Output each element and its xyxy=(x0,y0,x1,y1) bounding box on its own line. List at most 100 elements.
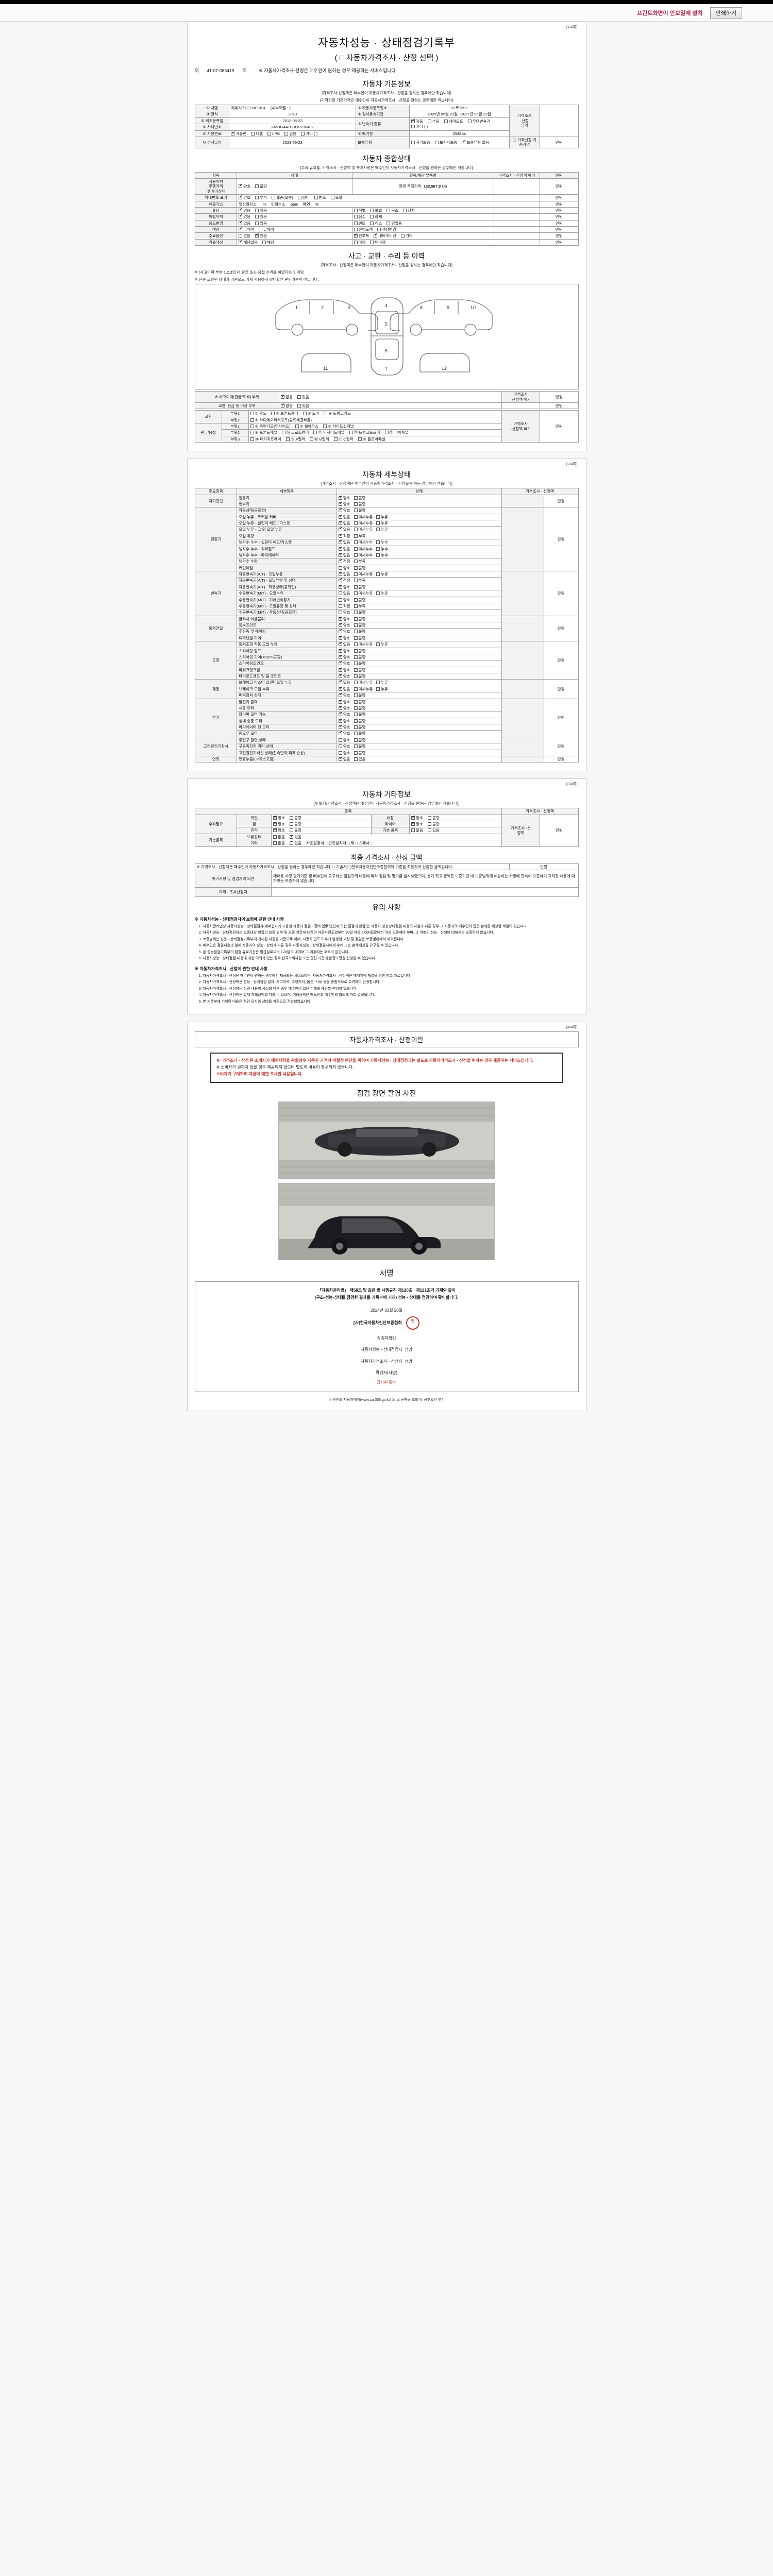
checkbox-icon[interactable] xyxy=(250,437,254,441)
checkbox-icon[interactable] xyxy=(338,724,342,729)
detail-option[interactable]: 불량 xyxy=(354,508,365,513)
checkbox-icon[interactable] xyxy=(354,228,358,231)
checkbox-icon[interactable] xyxy=(377,228,381,231)
detail-option[interactable]: 양호 xyxy=(338,584,350,589)
checkbox-icon[interactable] xyxy=(338,533,342,538)
checkbox-icon[interactable] xyxy=(338,571,342,576)
trans-option-3[interactable]: 무단변속기 xyxy=(467,119,490,124)
checkbox-icon[interactable] xyxy=(376,681,380,685)
detail-option[interactable]: 있음 xyxy=(354,757,365,761)
vin-opt-1[interactable]: 부식 xyxy=(255,195,267,200)
detail-option[interactable]: 부족 xyxy=(354,578,365,583)
checkbox-icon[interactable] xyxy=(290,841,294,845)
detail-option[interactable]: 누유 xyxy=(376,680,388,685)
checkbox-icon[interactable] xyxy=(338,673,342,678)
detail-option[interactable]: 불량 xyxy=(354,629,365,634)
checkbox-icon[interactable] xyxy=(384,431,389,435)
checkbox-icon[interactable] xyxy=(354,706,358,710)
detail-option[interactable]: 없음 xyxy=(338,686,350,691)
checkbox-icon[interactable] xyxy=(338,711,342,717)
checkbox-icon[interactable] xyxy=(338,751,342,755)
exchange-none[interactable]: 없음 xyxy=(281,403,293,408)
checkbox-icon[interactable] xyxy=(255,208,259,212)
checkbox-icon[interactable] xyxy=(358,437,362,441)
detail-option[interactable]: 적정 xyxy=(338,578,350,583)
option-etc[interactable]: 기타 xyxy=(400,233,413,238)
glass-bad[interactable]: 불량 xyxy=(290,828,301,833)
checkbox-icon[interactable] xyxy=(255,233,259,238)
checkbox-icon[interactable] xyxy=(255,221,259,225)
detail-option[interactable]: 양호 xyxy=(338,711,350,717)
detail-option[interactable]: 없음 xyxy=(338,552,350,557)
checkbox-icon[interactable] xyxy=(314,196,318,200)
checkbox-icon[interactable] xyxy=(411,118,415,124)
detail-option[interactable]: 없음 xyxy=(338,641,350,647)
checkbox-icon[interactable] xyxy=(354,751,358,755)
detail-option[interactable]: 양호 xyxy=(338,705,350,710)
detail-option[interactable]: 불량 xyxy=(354,751,365,755)
checkbox-icon[interactable] xyxy=(411,140,415,144)
tire-bad[interactable]: 불량 xyxy=(428,822,440,826)
option-none[interactable]: 없음 xyxy=(239,233,250,238)
detail-option[interactable]: 불량 xyxy=(354,668,365,672)
checkbox-icon[interactable] xyxy=(338,520,342,525)
checkbox-icon[interactable] xyxy=(354,521,358,525)
checkbox-icon[interactable] xyxy=(338,611,342,615)
checkbox-icon[interactable] xyxy=(354,585,358,589)
checkbox-icon[interactable] xyxy=(239,214,243,219)
detail-option[interactable]: 불량 xyxy=(354,585,365,589)
special-flood[interactable]: 침수 xyxy=(354,214,365,219)
checkbox-icon[interactable] xyxy=(313,431,317,435)
checkbox-icon[interactable] xyxy=(354,655,358,659)
checkbox-icon[interactable] xyxy=(462,140,466,144)
checkbox-icon[interactable] xyxy=(338,629,342,634)
part-crossmember[interactable]: ⑩ 크로스멤버 xyxy=(282,430,309,435)
part-bpillar[interactable]: ⑯ B필러 xyxy=(310,437,329,442)
detail-option[interactable]: 적정 xyxy=(338,558,350,564)
option-yes[interactable]: 있음 xyxy=(255,233,267,238)
checkbox-icon[interactable] xyxy=(251,131,255,135)
detail-option[interactable]: 양호 xyxy=(338,660,350,666)
checkbox-icon[interactable] xyxy=(338,546,342,551)
checkbox-icon[interactable] xyxy=(239,195,243,200)
checkbox-icon[interactable] xyxy=(273,815,277,820)
vin-opt-4[interactable]: 변조 xyxy=(314,195,326,200)
recall-yes[interactable]: 해당 xyxy=(262,240,274,245)
detail-option[interactable]: 양호 xyxy=(338,718,350,723)
recall-na[interactable]: 해당없음 xyxy=(239,240,258,245)
ext-bad[interactable]: 불량 xyxy=(290,816,301,820)
detail-option[interactable]: 미세누유 xyxy=(354,680,373,685)
trans-option-4[interactable]: 기타 ( ) xyxy=(411,124,428,129)
checkbox-icon[interactable] xyxy=(354,700,358,704)
checkbox-icon[interactable] xyxy=(354,687,358,691)
int-good[interactable]: 양호 xyxy=(411,815,423,820)
part-wheelhouse[interactable]: ⑦ 휠하우스 xyxy=(295,424,318,429)
checkbox-icon[interactable] xyxy=(354,572,358,576)
checkbox-icon[interactable] xyxy=(271,412,275,416)
part-apillar[interactable]: ⑮ A필러 xyxy=(285,437,305,442)
detail-option[interactable]: 양호 xyxy=(338,692,350,698)
checkbox-icon[interactable] xyxy=(386,208,391,212)
detail-option[interactable]: 양호 xyxy=(338,616,350,621)
tuning-illegal[interactable]: 불법 xyxy=(370,208,382,213)
usechange-lease[interactable]: 리스 xyxy=(370,221,382,226)
checkbox-icon[interactable] xyxy=(411,815,415,820)
checkbox-icon[interactable] xyxy=(338,705,342,710)
checkbox-icon[interactable] xyxy=(354,649,358,653)
detail-option[interactable]: 미세누수 xyxy=(354,553,373,557)
checkbox-icon[interactable] xyxy=(338,641,342,647)
checkbox-icon[interactable] xyxy=(338,667,342,672)
detail-option[interactable]: 불량 xyxy=(354,744,365,749)
color-full[interactable]: 전체도색 xyxy=(354,227,373,232)
checkbox-icon[interactable] xyxy=(354,560,358,564)
guarantee-option-2[interactable]: 보증유형 없음 xyxy=(462,140,489,145)
checkbox-icon[interactable] xyxy=(323,425,327,428)
detail-option[interactable]: 누수 xyxy=(376,553,388,557)
detail-option[interactable]: 부족 xyxy=(354,604,365,608)
wheel-bad[interactable]: 불량 xyxy=(290,822,301,826)
checkbox-icon[interactable] xyxy=(376,528,380,532)
checkbox-icon[interactable] xyxy=(267,131,272,135)
checkbox-icon[interactable] xyxy=(376,547,380,551)
checkbox-icon[interactable] xyxy=(273,841,277,845)
checkbox-icon[interactable] xyxy=(338,591,342,596)
